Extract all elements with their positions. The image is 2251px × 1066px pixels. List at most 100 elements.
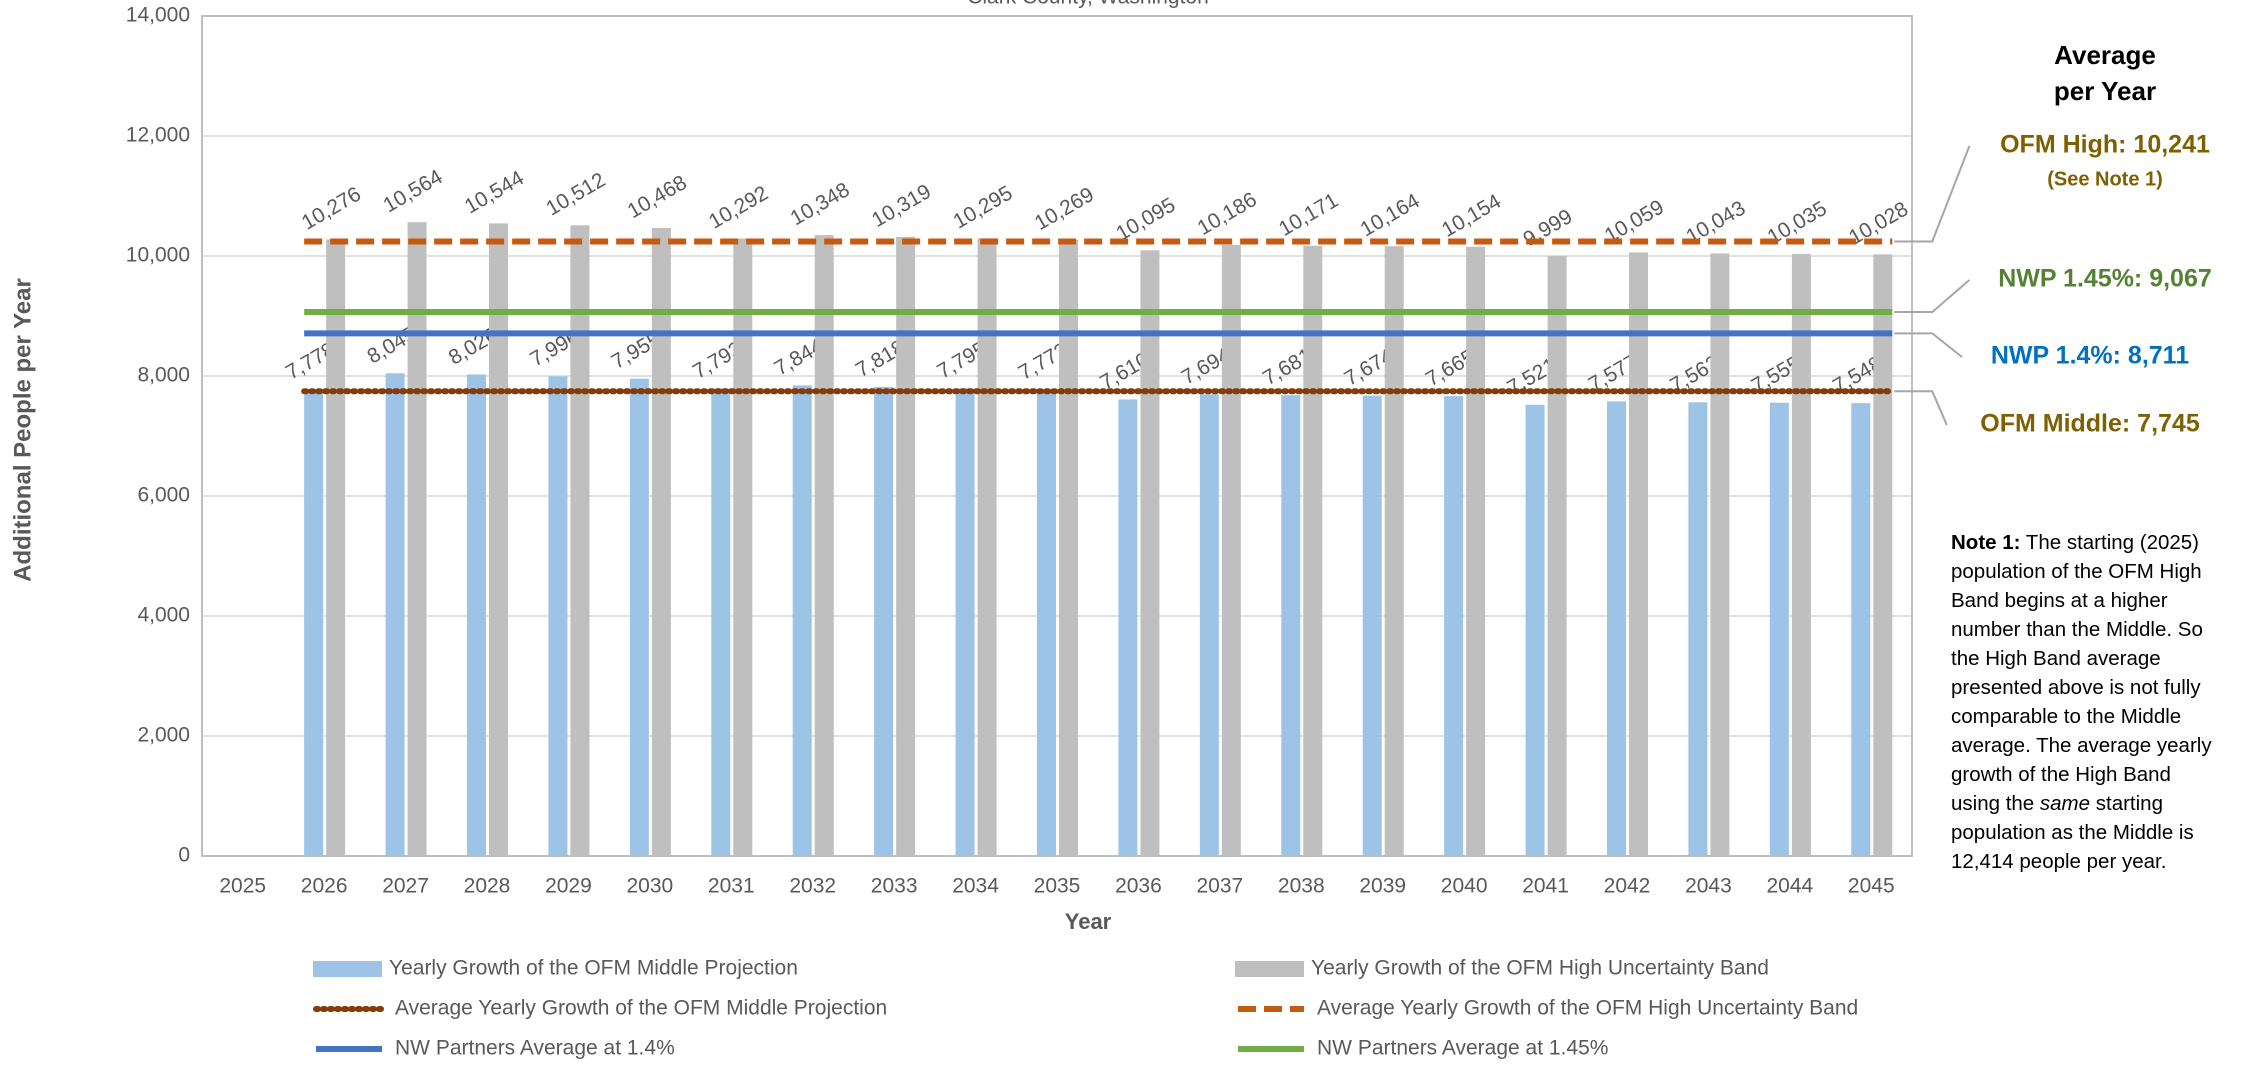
note: Note 1: The starting (2025) population o… xyxy=(1951,528,2213,876)
bar xyxy=(1140,250,1160,857)
note-text: The starting (2025) population of the OF… xyxy=(1951,531,2212,815)
bar xyxy=(1037,389,1056,856)
bar xyxy=(570,225,590,856)
x-tick-label: 2037 xyxy=(1196,875,1243,898)
bar xyxy=(385,373,405,856)
legend-label: NW Partners Average at 1.4% xyxy=(395,1037,675,1060)
x-tick-label: 2030 xyxy=(626,875,673,898)
x-tick-label: 2045 xyxy=(1848,875,1895,898)
chart-subtitle: Clark County, Washington xyxy=(967,0,1209,9)
y-tick-label: 14,000 xyxy=(126,4,190,27)
y-tick-label: 10,000 xyxy=(126,244,190,267)
y-tick-label: 2,000 xyxy=(137,724,190,747)
y-tick-label: 4,000 xyxy=(137,604,190,627)
data-label: 10,468 xyxy=(624,171,691,223)
x-tick-label: 2032 xyxy=(789,875,836,898)
note-text: starting population as the Middle is 12,… xyxy=(1951,792,2194,873)
data-label: 10,292 xyxy=(705,182,772,234)
leader-line xyxy=(1894,145,1971,243)
bar xyxy=(896,236,916,857)
data-label: 10,095 xyxy=(1112,193,1179,245)
bar xyxy=(1547,256,1567,856)
bar xyxy=(1362,395,1382,856)
y-axis-label: Additional People per Year xyxy=(9,278,36,582)
data-label: 10,154 xyxy=(1438,190,1505,242)
x-tick-label: 2038 xyxy=(1278,875,1325,898)
data-label: 10,544 xyxy=(461,166,528,218)
y-tick-label: 8,000 xyxy=(137,364,190,387)
legend-label: NW Partners Average at 1.45% xyxy=(1317,1037,1608,1060)
x-tick-label: 2028 xyxy=(464,875,511,898)
legend-swatch xyxy=(313,961,382,977)
legend-label: Average Yearly Growth of the OFM Middle … xyxy=(395,997,887,1020)
x-tick-label: 2039 xyxy=(1359,875,1406,898)
note-heading: Note 1: xyxy=(1951,531,2021,554)
bar xyxy=(651,227,671,857)
legend-label: Average Yearly Growth of the OFM High Un… xyxy=(1317,997,1858,1020)
data-label: 10,276 xyxy=(298,183,365,235)
average-label: OFM High: 10,241 xyxy=(2000,131,2210,159)
bar xyxy=(1525,404,1545,856)
data-label: 10,512 xyxy=(542,168,609,220)
average-label: NWP 1.4%: 8,711 xyxy=(1991,342,2189,370)
bar xyxy=(1466,246,1486,856)
x-tick-label: 2031 xyxy=(708,875,755,898)
leader-line xyxy=(1894,332,1963,358)
x-axis-label: Year xyxy=(1065,909,1112,934)
x-tick-label: 2027 xyxy=(382,875,429,898)
average-label: OFM Middle: 7,745 xyxy=(1980,410,2200,438)
x-tick-label: 2033 xyxy=(871,875,918,898)
bar xyxy=(955,388,975,856)
bar xyxy=(1199,394,1219,856)
average-label: NWP 1.45%: 9,067 xyxy=(1998,265,2212,293)
y-tick-label: 0 xyxy=(178,844,190,867)
bar xyxy=(874,386,894,856)
average-sublabel: (See Note 1) xyxy=(2047,168,2163,190)
x-tick-label: 2026 xyxy=(301,875,348,898)
x-tick-label: 2035 xyxy=(1034,875,1081,898)
plot-border xyxy=(201,15,1913,857)
x-tick-label: 2036 xyxy=(1115,875,1162,898)
leader-line xyxy=(1894,390,1948,426)
note-emphasis: same xyxy=(2039,792,2091,815)
bar xyxy=(1221,244,1241,857)
bar xyxy=(1384,246,1404,856)
bar xyxy=(1791,253,1811,856)
bar xyxy=(1769,402,1789,856)
bar xyxy=(304,389,324,856)
side-title: per Year xyxy=(2054,76,2156,106)
x-tick-label: 2044 xyxy=(1766,875,1813,898)
bar xyxy=(1873,254,1893,856)
data-label: 10,164 xyxy=(1356,189,1423,241)
bar xyxy=(489,223,508,857)
bar xyxy=(711,388,731,856)
leader-line xyxy=(1894,279,1971,313)
data-label: 10,295 xyxy=(949,181,1016,233)
data-label: 10,171 xyxy=(1275,189,1342,241)
data-label: 10,348 xyxy=(786,178,853,230)
x-tick-label: 2025 xyxy=(219,875,266,898)
y-tick-label: 6,000 xyxy=(137,484,190,507)
bar xyxy=(1607,401,1626,856)
bar xyxy=(1118,399,1138,856)
bar xyxy=(407,222,427,856)
legend-swatch xyxy=(1235,961,1304,977)
x-tick-label: 2042 xyxy=(1604,875,1651,898)
side-title: Average xyxy=(2054,40,2156,70)
x-tick-label: 2043 xyxy=(1685,875,1732,898)
bar xyxy=(792,385,812,856)
bar xyxy=(814,235,834,856)
x-tick-label: 2034 xyxy=(952,875,999,898)
data-label: 10,564 xyxy=(379,165,446,217)
bar xyxy=(1303,245,1323,857)
bar xyxy=(1710,253,1730,857)
bar xyxy=(467,374,486,856)
data-label: 10,269 xyxy=(1031,183,1098,235)
data-label: 10,319 xyxy=(868,180,935,232)
bar xyxy=(629,378,649,856)
legend-label: Yearly Growth of the OFM Middle Projecti… xyxy=(389,957,798,980)
x-tick-label: 2041 xyxy=(1522,875,1569,898)
data-label: 10,186 xyxy=(1194,188,1261,240)
